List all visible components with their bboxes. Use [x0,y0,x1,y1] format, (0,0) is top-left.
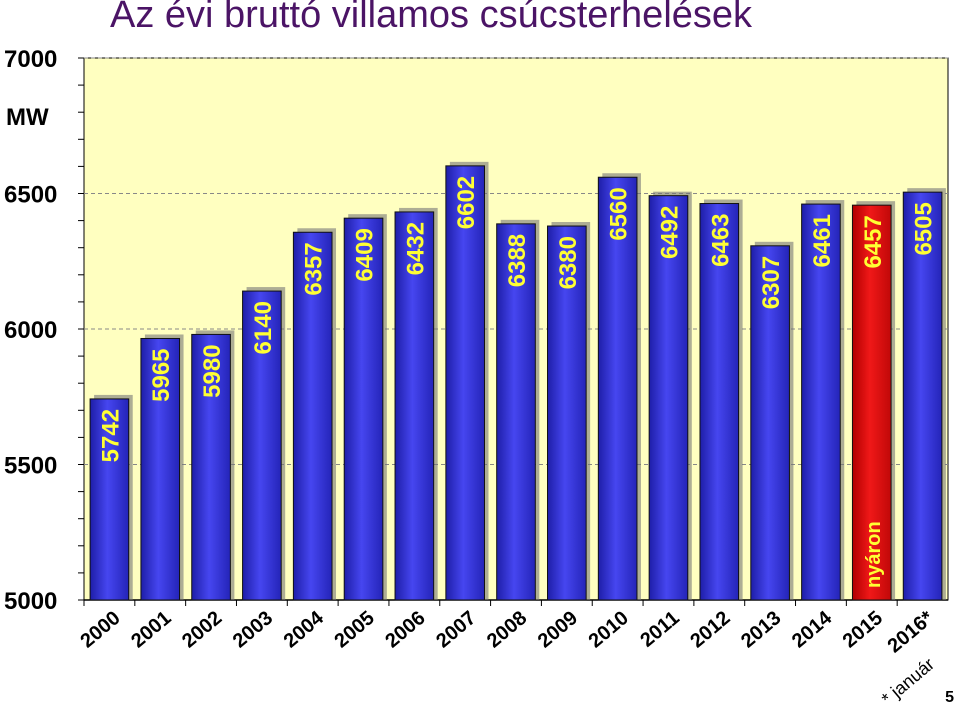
bar-value-label: 6388 [504,234,531,287]
bar [699,203,740,601]
bar-value-label: 6140 [250,301,277,354]
y-tick-label: 5500 [4,453,57,480]
highlight-note: nyáron [863,521,885,588]
bar-value-label: 6432 [402,222,429,275]
bar [496,223,536,601]
y-tick-label: 7000 [4,46,57,73]
x-tick-label: 2002 [178,607,226,652]
bar [191,333,231,601]
bar [648,195,689,601]
bar-value-label: 6602 [453,176,480,229]
bar [394,211,435,601]
x-tick-label: 2006 [381,607,429,652]
x-tick-label: 2000 [76,607,124,652]
y-tick-label: 6000 [4,317,57,344]
bar-value-label: 6307 [758,256,785,309]
x-tick-label: 2015 [839,607,887,652]
x-tick-label: 2013 [737,607,785,652]
bar-value-label: 5965 [148,348,175,401]
x-tick-label: 2010 [585,607,633,652]
bar [597,176,638,601]
bar [801,203,841,601]
bar-value-label: 6409 [352,228,379,281]
bar [902,191,943,601]
x-tick-label: 2016* [884,607,938,658]
x-tick-label: 2012 [686,607,734,652]
chart-title: Az évi bruttó villamos csúcsterhelések [110,0,753,36]
bar [343,217,384,601]
footnote: * január [878,654,938,709]
x-tick-label: 2008 [483,607,531,652]
page-number: 5 [945,689,954,706]
x-tick-label: 2014 [788,606,837,652]
bar [242,290,282,601]
y-tick-label: 6500 [4,182,57,209]
bar [547,225,587,601]
y-tick-label: 5000 [4,588,57,615]
x-tick-label: 2004 [280,606,329,652]
x-tick-label: 2003 [229,607,277,652]
bar-value-label: 6492 [656,206,683,259]
bar-value-label: 6505 [911,202,938,255]
x-tick-label: 2009 [534,607,582,652]
bar [292,231,333,601]
x-tick-label: 2011 [636,607,683,652]
bar-value-label: 6560 [606,187,633,240]
bar-value-label: 5980 [199,344,226,397]
bar-value-label: 6457 [860,215,887,268]
bar-highlight [851,204,892,601]
bar [89,398,130,601]
bar [140,337,181,601]
bar [445,165,485,601]
bar [750,245,790,601]
bar-value-label: 6463 [707,214,734,267]
bar-value-label: 5742 [97,409,124,462]
bar-value-label: 6380 [555,236,582,289]
bar-value-label: 6461 [809,214,836,267]
x-tick-label: 2005 [331,607,379,652]
x-tick-label: 2007 [432,607,480,652]
x-tick-label: 2001 [127,607,175,652]
y-axis-unit-label: MW [6,104,49,131]
bar-value-label: 6357 [301,242,328,295]
